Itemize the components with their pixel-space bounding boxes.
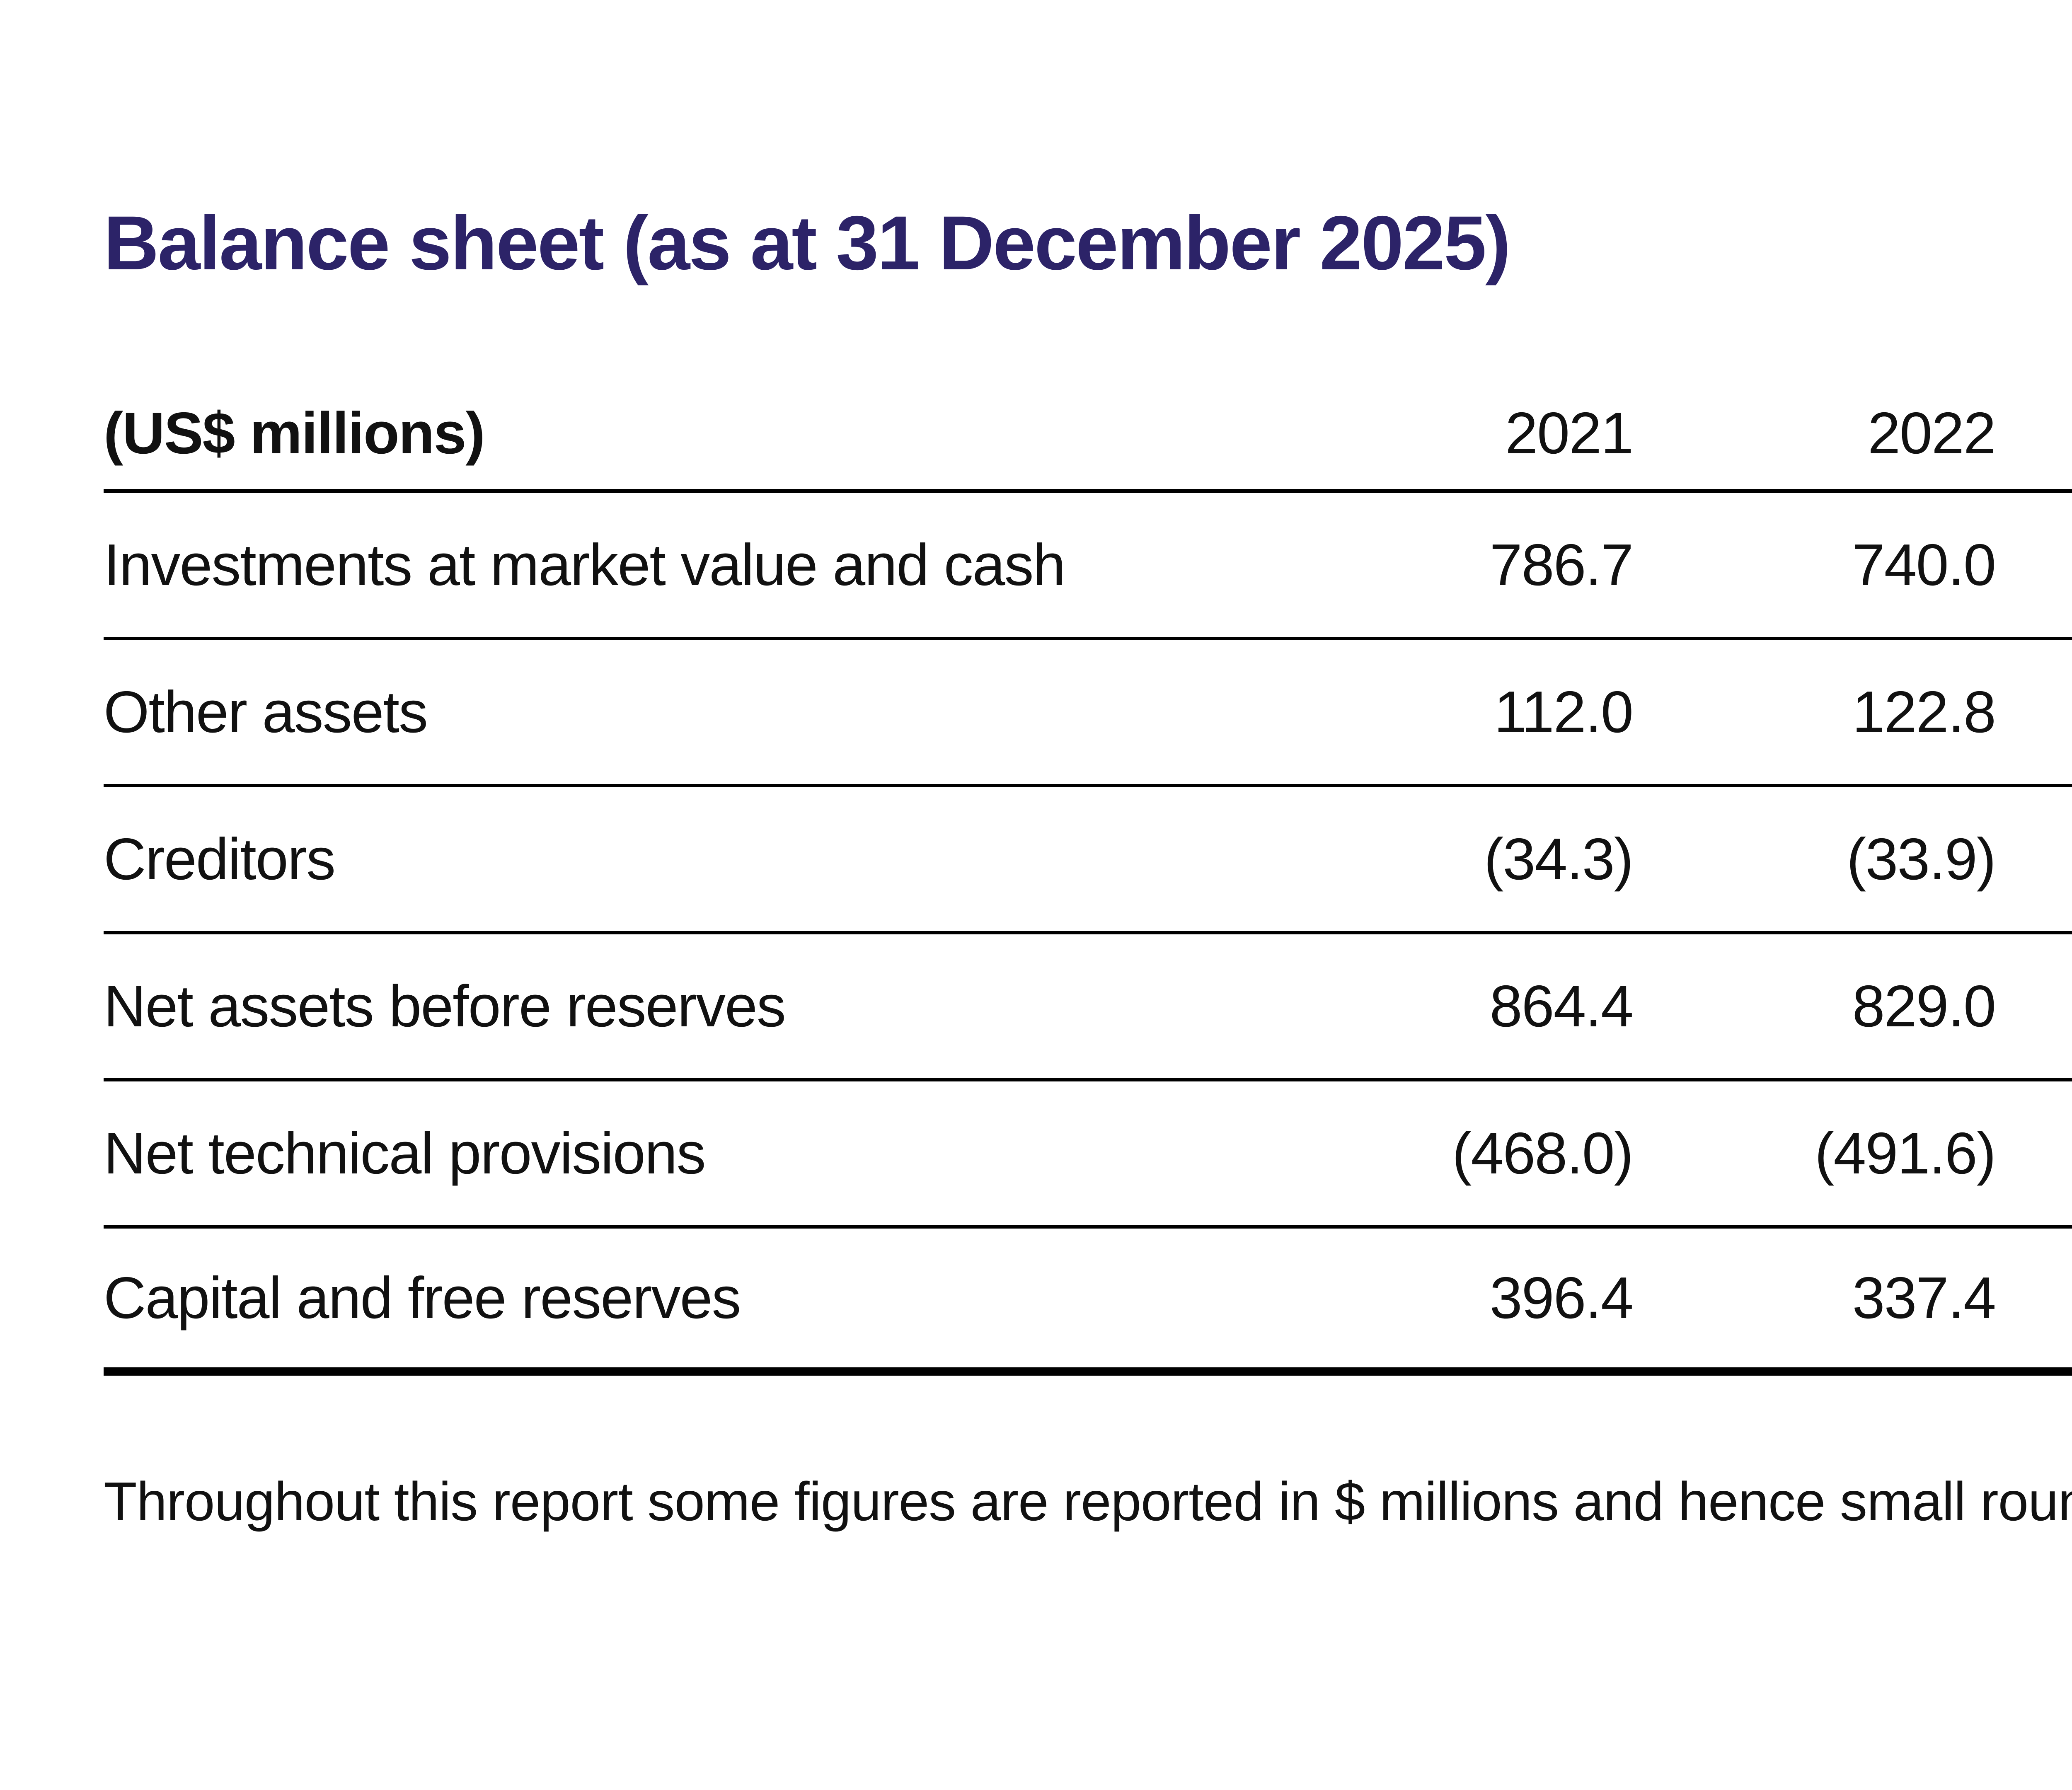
- value-2021: 864.4: [1489, 973, 1634, 1039]
- value-2023: 406.8: [2014, 1229, 2072, 1367]
- value-2022: (33.9): [1847, 826, 1996, 892]
- table-row-investments: Investments at market value and cash 786…: [104, 493, 2072, 640]
- value-2022: 337.4: [1852, 1265, 1996, 1331]
- value-2022: 122.8: [1852, 679, 1996, 745]
- value-2023: 850.9: [2014, 493, 2072, 637]
- footnote: Throughout this report some figures are …: [104, 1471, 2072, 1532]
- value-2023: 939.8: [2014, 934, 2072, 1078]
- unit-label: (US$ millions): [104, 400, 485, 466]
- row-label: Investments at market value and cash: [104, 532, 1066, 598]
- value-2021: (34.3): [1484, 826, 1634, 892]
- table-row-other-assets: Other assets 112.0 122.8 124.3 132.7 132…: [104, 640, 2072, 787]
- row-label: Net assets before reserves: [104, 973, 786, 1039]
- table-row-net-assets-before-reserves: Net assets before reserves 864.4 829.0 9…: [104, 934, 2072, 1081]
- row-label: Other assets: [104, 679, 428, 745]
- balance-sheet-table: (US$ millions) 2021 2022 2023 2024 2025 …: [104, 389, 2072, 1376]
- value-2023: 124.3: [2014, 640, 2072, 784]
- year-header-2022: 2022: [1868, 400, 1996, 466]
- year-header-2023: 2023: [2014, 389, 2072, 489]
- table-row-capital-and-free-reserves: Capital and free reserves 396.4 337.4 40…: [104, 1229, 2072, 1376]
- value-2023: (45.4): [2014, 787, 2072, 931]
- row-label: Net technical provisions: [104, 1120, 706, 1186]
- table-row-net-technical-provisions: Net technical provisions (468.0) (491.6)…: [104, 1081, 2072, 1229]
- value-2022: 740.0: [1852, 532, 1996, 598]
- row-label: Creditors: [104, 826, 336, 892]
- page-title: Balance sheet (as at 31 December 2025): [104, 201, 1511, 286]
- table-header-row: (US$ millions) 2021 2022 2023 2024 2025: [104, 389, 2072, 493]
- value-2021: 786.7: [1489, 532, 1634, 598]
- table-row-creditors: Creditors (34.3) (33.9) (45.4) (38.2) (3…: [104, 787, 2072, 934]
- value-2021: (468.0): [1452, 1120, 1634, 1186]
- year-header-2021: 2021: [1505, 400, 1634, 466]
- row-label: Capital and free reserves: [104, 1265, 741, 1331]
- value-2021: 112.0: [1494, 679, 1634, 745]
- value-2022: 829.0: [1852, 973, 1996, 1039]
- value-2021: 396.4: [1489, 1265, 1634, 1331]
- value-2023: (523.0): [2014, 1081, 2072, 1225]
- value-2022: (491.6): [1815, 1120, 1996, 1186]
